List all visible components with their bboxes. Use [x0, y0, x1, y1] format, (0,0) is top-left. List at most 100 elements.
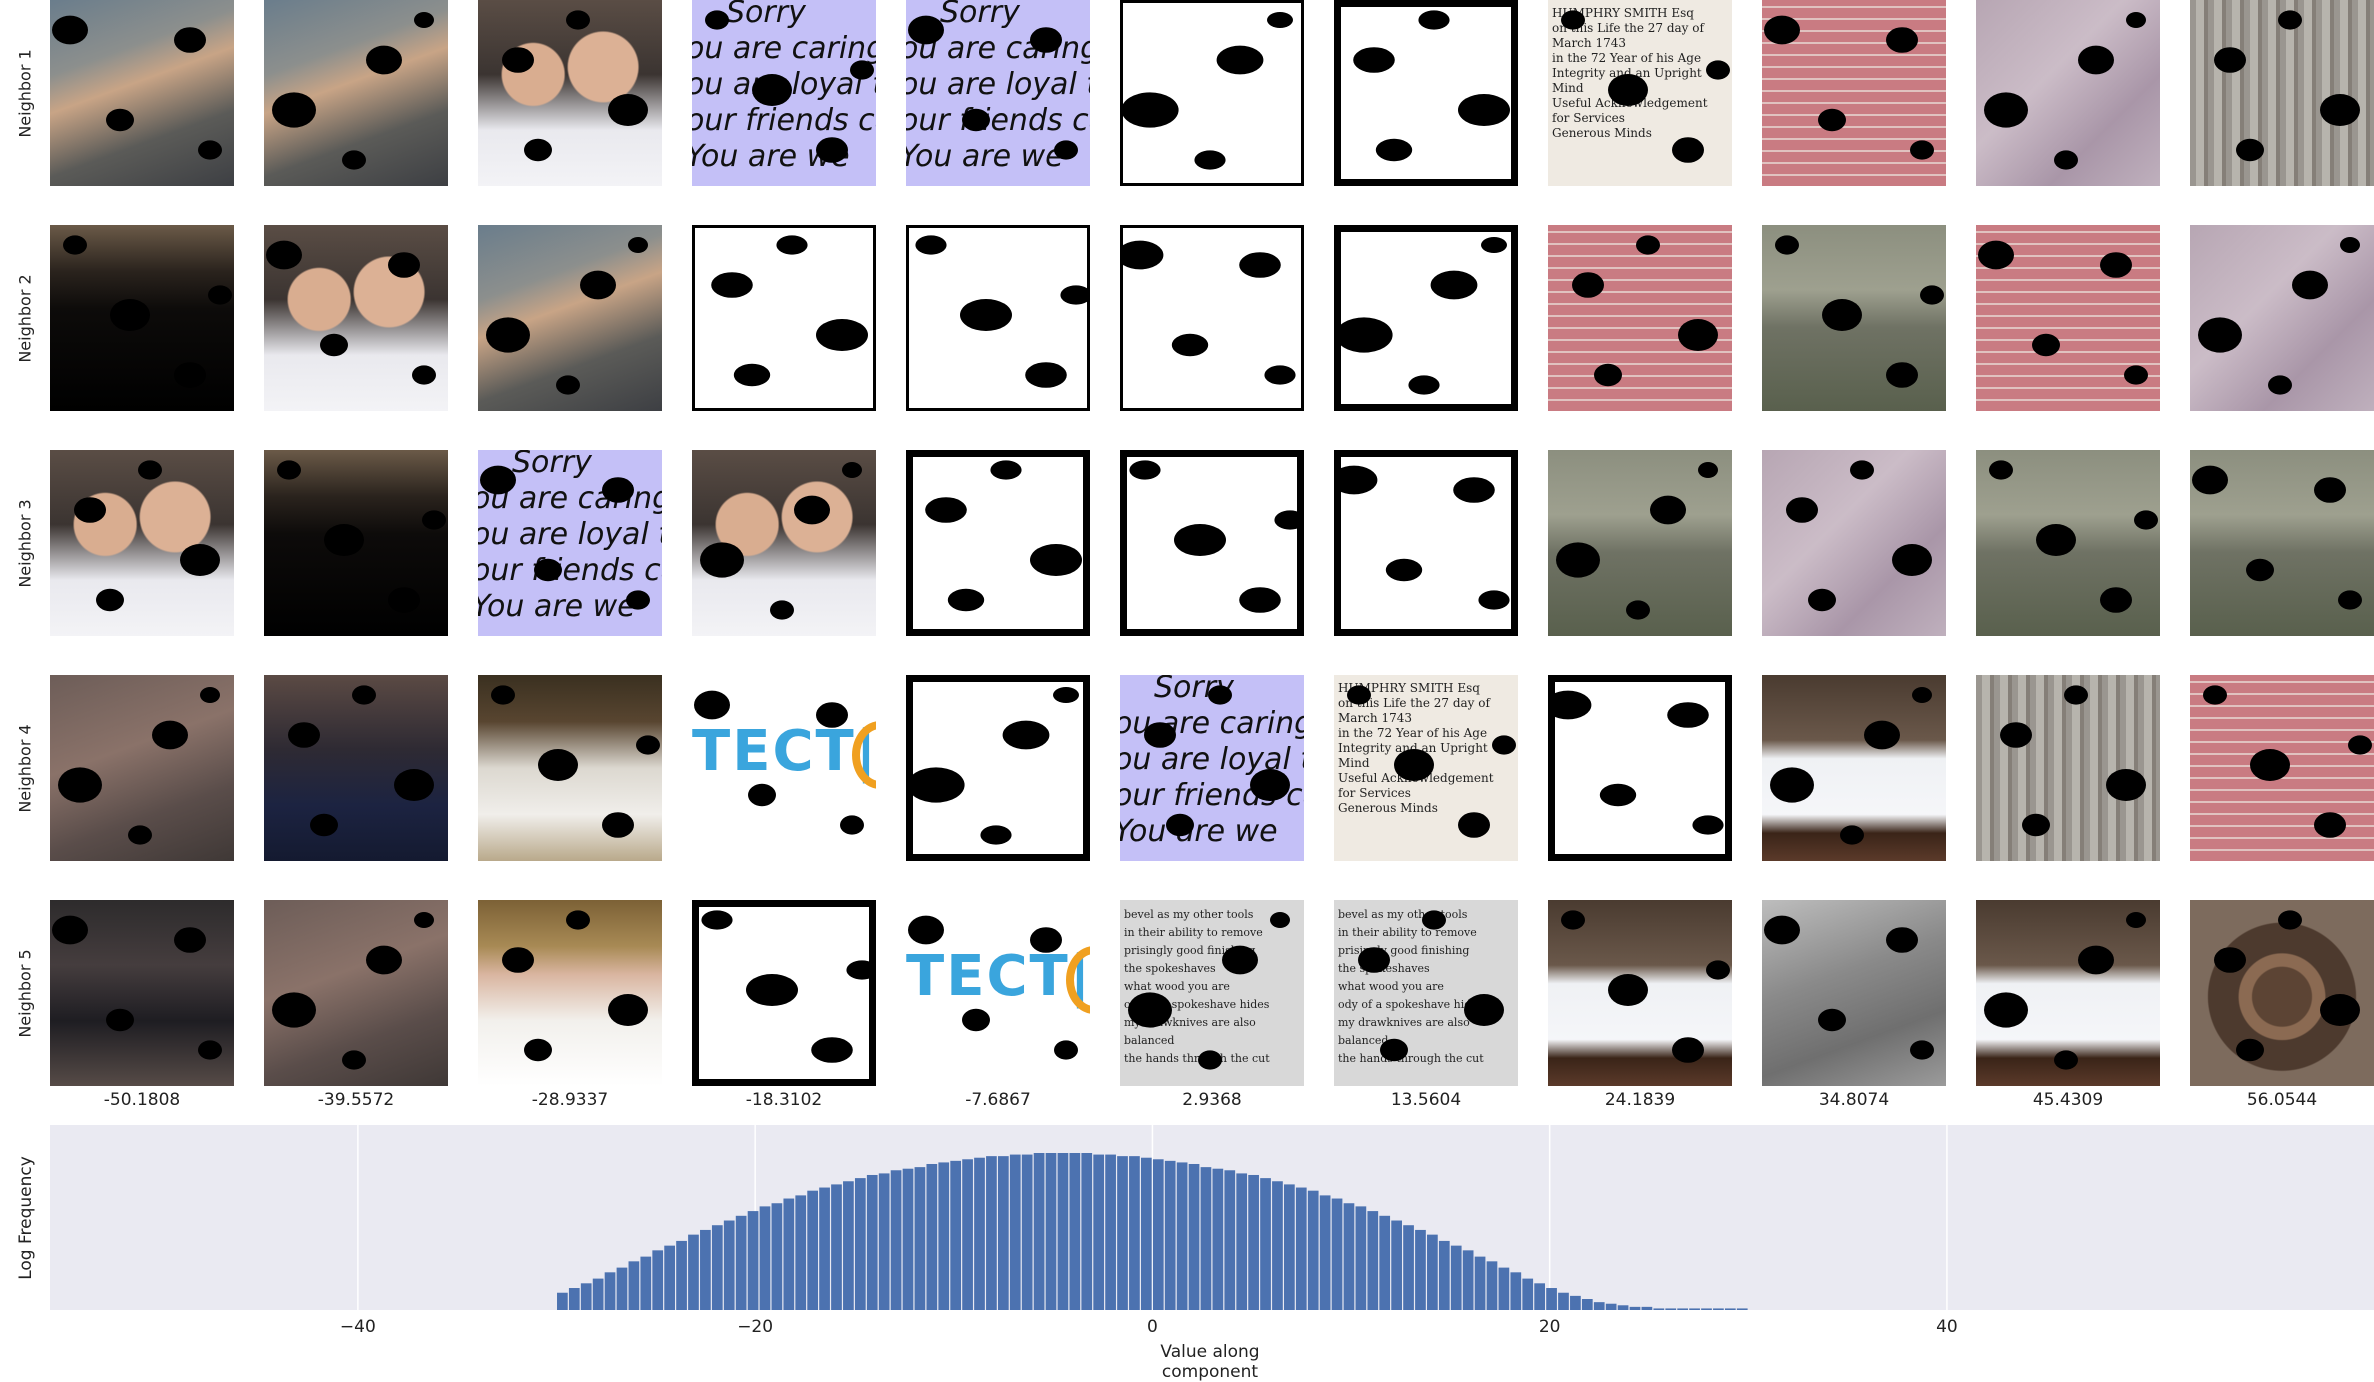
mask-blob — [1572, 272, 1604, 298]
column-value-label: -50.1808 — [103, 1090, 181, 1110]
histogram-bar — [1367, 1211, 1379, 1310]
mask-blob — [277, 460, 301, 480]
mask-blob — [502, 947, 534, 973]
x-tick-label: 40 — [1936, 1317, 1958, 1337]
mask-overlay — [272, 912, 434, 1070]
mask-blob — [538, 749, 578, 781]
mask-blob — [1626, 600, 1650, 620]
mask-blob — [208, 285, 232, 305]
neighbor-image-snow-fence — [1976, 900, 2160, 1086]
histogram-bar — [1474, 1256, 1486, 1310]
neighbor-image-carved-stone-text — [1548, 450, 1732, 636]
histogram-bar — [1355, 1206, 1367, 1310]
histogram-bar — [1117, 1156, 1128, 1310]
mask-overlay — [1978, 240, 2148, 385]
mask-blob — [626, 590, 650, 610]
mask-blob — [1239, 587, 1281, 613]
histogram-bar — [1724, 1308, 1736, 1310]
mask-blob — [1886, 927, 1918, 953]
mask-overlay — [1989, 460, 2158, 613]
mask-blob — [1216, 45, 1264, 75]
mask-overlay — [1556, 462, 1718, 620]
histogram-bar — [1438, 1240, 1450, 1310]
histogram-bar — [1593, 1302, 1605, 1310]
mask-blob — [842, 462, 862, 478]
histogram-bar — [807, 1190, 819, 1310]
column-value-label: -28.9337 — [531, 1090, 609, 1110]
neighbor-image-white-mask — [906, 225, 1090, 411]
mask-blob — [1222, 945, 1258, 975]
mask-blob — [52, 15, 88, 45]
mask-blob — [2054, 150, 2078, 170]
mask-blob — [180, 544, 220, 576]
mask-blob — [1920, 285, 1944, 305]
mask-blob — [1818, 108, 1846, 132]
mask-blob — [636, 735, 660, 755]
histogram-bar — [1164, 1160, 1176, 1310]
mask-blob — [990, 460, 1022, 480]
mask-blob — [352, 685, 376, 705]
histogram-bar — [723, 1220, 735, 1310]
card-text-line: You are we — [478, 589, 636, 624]
histogram-bar — [783, 1198, 795, 1310]
mask-blob — [2340, 237, 2360, 253]
neighbor-image-dark-figure — [50, 900, 234, 1086]
mask-blob — [414, 12, 434, 28]
mask-blob — [2203, 685, 2227, 705]
mask-blob — [1770, 767, 1814, 803]
histogram-bar — [1331, 1198, 1343, 1310]
mask-blob — [1171, 333, 1209, 357]
histogram-bar — [1129, 1156, 1140, 1310]
histogram-bar — [1498, 1267, 1510, 1310]
mask-overlay — [502, 10, 648, 162]
column-value-label: 24.1839 — [1604, 1090, 1676, 1110]
histogram-bar — [700, 1229, 711, 1310]
neighbor-image-man-bowtie — [478, 900, 662, 1086]
mask-overlay — [486, 237, 648, 395]
mask-blob — [1335, 317, 1393, 353]
column-value-label: 45.4309 — [2032, 1090, 2104, 1110]
mask-overlay — [1120, 0, 1304, 186]
neighbor-image-white-mask — [1334, 225, 1518, 411]
mask-blob — [1120, 240, 1164, 270]
mask-blob — [2236, 1038, 2264, 1062]
mask-blob — [200, 687, 220, 703]
histogram-bar — [1176, 1162, 1188, 1310]
neighbor-image-snow-fence — [1762, 675, 1946, 861]
mask-blob — [915, 235, 947, 255]
histogram-bar — [1605, 1303, 1617, 1310]
mask-blob — [2124, 365, 2148, 385]
mask-blob — [794, 495, 830, 525]
histogram-bar — [950, 1160, 962, 1310]
document-text: HUMPHRY SMITH Esq on this Life the 27 day… — [1338, 681, 1494, 815]
mask-overlay — [266, 240, 436, 385]
mask-blob — [2078, 945, 2114, 975]
histogram-bar — [986, 1156, 997, 1310]
mask-blob — [422, 510, 446, 530]
card-text-line: ou are caring — [692, 31, 876, 66]
mask-blob — [1808, 588, 1836, 612]
mask-blob — [502, 47, 534, 73]
mask-overlay — [1786, 460, 1932, 612]
mask-blob — [1060, 285, 1090, 305]
mask-overlay — [52, 15, 222, 160]
histogram-bar — [1736, 1308, 1748, 1310]
mask-blob — [1599, 783, 1637, 807]
mask-blob — [1002, 720, 1050, 750]
row-label-text: Neighbor 1 — [15, 48, 35, 138]
mask-blob — [1353, 47, 1395, 73]
histogram-bar — [1427, 1234, 1438, 1310]
mask-blob — [1786, 497, 1818, 523]
histogram-bar — [962, 1159, 973, 1310]
histogram-bar — [711, 1225, 723, 1310]
x-tick-label: −20 — [737, 1317, 773, 1337]
mask-overlay — [491, 685, 660, 838]
neighbor-image-family-photo — [264, 0, 448, 186]
row-label-text: Neighbor 4 — [15, 723, 35, 813]
histogram-bar — [1486, 1261, 1498, 1310]
mask-blob — [980, 825, 1012, 845]
x-axis-ticks: −40 −20 0 20 40 — [340, 1317, 1958, 1337]
mask-blob — [2198, 317, 2242, 353]
mask-blob — [962, 1008, 990, 1032]
